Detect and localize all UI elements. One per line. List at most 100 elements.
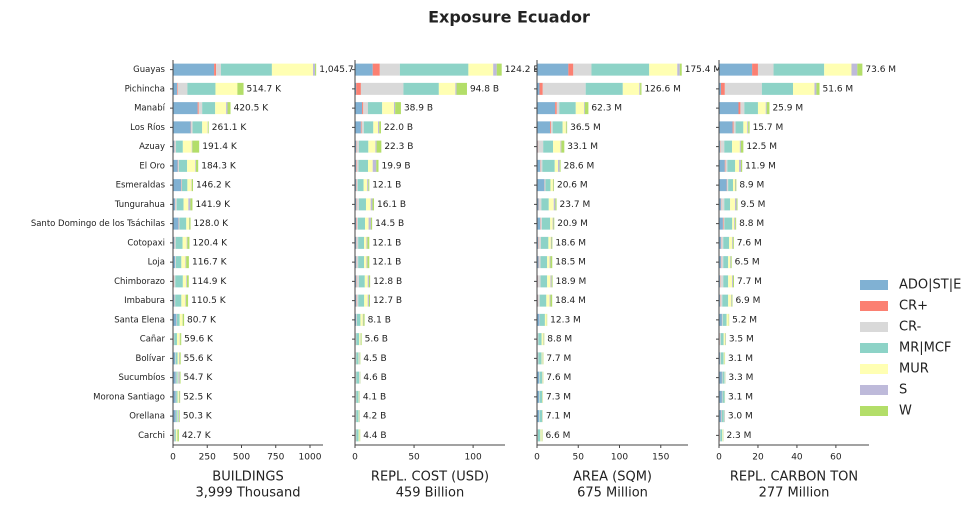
- bar-segment: [356, 275, 359, 288]
- bar-segment: [185, 256, 187, 269]
- bar-segment: [178, 410, 180, 423]
- bar-segment: [364, 236, 367, 249]
- bar-segment: [177, 82, 178, 95]
- y-tick-label: Los Ríos: [130, 123, 165, 133]
- bar-segment: [766, 102, 770, 115]
- bar-segment: [575, 102, 585, 115]
- total-label: 128.0 K: [194, 219, 230, 229]
- bar-segment: [372, 63, 380, 76]
- bar-segment: [313, 63, 316, 76]
- bar-segment: [173, 294, 175, 307]
- bar-segment: [721, 236, 724, 249]
- bar-segment: [720, 352, 724, 365]
- x-axis-title: AREA (SQM): [573, 470, 652, 485]
- total-label: 7.1 M: [546, 412, 571, 422]
- bar-segment: [356, 313, 357, 326]
- x-axis-title: REPL. COST (USD): [371, 470, 489, 485]
- legend-swatch: [860, 385, 888, 395]
- total-label: 18.6 M: [555, 238, 586, 248]
- bar-segment: [215, 82, 238, 95]
- y-tick-label: Loja: [148, 258, 165, 268]
- bar-segment: [731, 294, 732, 307]
- bar-segment: [542, 159, 555, 172]
- total-label: 42.7 K: [182, 431, 212, 441]
- bar-segment: [176, 333, 180, 346]
- bar-segment: [182, 236, 187, 249]
- bar-segment: [197, 102, 199, 115]
- bar-segment: [793, 82, 815, 95]
- y-tick-label: Santo Domingo de los Tsáchilas: [31, 219, 166, 229]
- bar-segment: [546, 294, 550, 307]
- total-label: 20.9 M: [557, 219, 588, 229]
- bar-segment: [550, 179, 553, 192]
- x-axis-total: 675 Million: [577, 486, 648, 501]
- bar-segment: [179, 410, 180, 423]
- bar-segment: [752, 63, 758, 76]
- bar-segment: [355, 429, 357, 442]
- bar-segment: [724, 217, 733, 230]
- y-tick-label: Cotopaxi: [127, 238, 165, 248]
- y-tick-label: Carchi: [138, 431, 165, 441]
- bar-segment: [773, 63, 825, 76]
- bar-segment: [192, 121, 203, 134]
- total-label: 80.7 K: [187, 315, 217, 325]
- bar-segment: [734, 217, 736, 230]
- bar-segment: [649, 63, 678, 76]
- bar-segment: [368, 140, 376, 153]
- bar-segment: [356, 256, 359, 269]
- y-tick-label: El Oro: [139, 161, 165, 171]
- y-tick-label: Tungurahua: [114, 200, 165, 210]
- bar-segment: [538, 256, 541, 269]
- bar-segment: [727, 159, 736, 172]
- bar-segment: [538, 236, 541, 249]
- bar-segment: [733, 275, 734, 288]
- bar-segment: [724, 159, 726, 172]
- y-tick-label: Bolívar: [136, 354, 166, 364]
- bar-segment: [545, 179, 551, 192]
- bar-segment: [173, 159, 178, 172]
- bar-segment: [561, 140, 565, 153]
- bar-segment: [720, 294, 723, 307]
- bar-segment: [198, 102, 203, 115]
- total-label: 8.1 B: [368, 315, 391, 325]
- bar-segment: [732, 121, 734, 134]
- bar-segment: [730, 256, 731, 269]
- bar-segment: [722, 294, 729, 307]
- bar-segment: [363, 121, 374, 134]
- bar-segment: [367, 294, 369, 307]
- bar-segment: [393, 102, 396, 115]
- bar-segment: [851, 63, 858, 76]
- bar-segment: [765, 102, 767, 115]
- total-label: 175.4 M: [685, 65, 721, 75]
- total-label: 16.1 B: [377, 200, 406, 210]
- legend-swatch: [860, 343, 888, 353]
- bar-segment: [186, 217, 190, 230]
- bar-segment: [719, 121, 733, 134]
- chart-title: Exposure Ecuador: [428, 8, 590, 27]
- bar-segment: [175, 198, 177, 211]
- bar-segment: [358, 159, 368, 172]
- bar-segment: [732, 275, 734, 288]
- bar-segment: [176, 313, 180, 326]
- y-tick-label: Santa Elena: [114, 315, 165, 325]
- bar-segment: [726, 313, 729, 326]
- bar-segment: [719, 429, 721, 442]
- bar-segment: [537, 256, 539, 269]
- bar-segment: [175, 256, 182, 269]
- bar-segment: [378, 121, 380, 134]
- total-label: 18.9 M: [556, 277, 587, 287]
- legend-swatch: [860, 280, 888, 290]
- total-label: 6.5 M: [735, 258, 760, 268]
- bar-segment: [356, 236, 359, 249]
- bar-segment: [816, 82, 820, 95]
- bar-segment: [544, 179, 546, 192]
- bar-segment: [362, 102, 364, 115]
- bar-segment: [176, 198, 184, 211]
- x-axis-total: 459 Billion: [396, 486, 465, 501]
- bar-segment: [729, 236, 733, 249]
- bar-segment: [721, 410, 724, 423]
- bar-segment: [560, 140, 562, 153]
- y-tick-label: Guayas: [133, 65, 165, 75]
- bar-segment: [173, 121, 191, 134]
- bar-segment: [364, 275, 368, 288]
